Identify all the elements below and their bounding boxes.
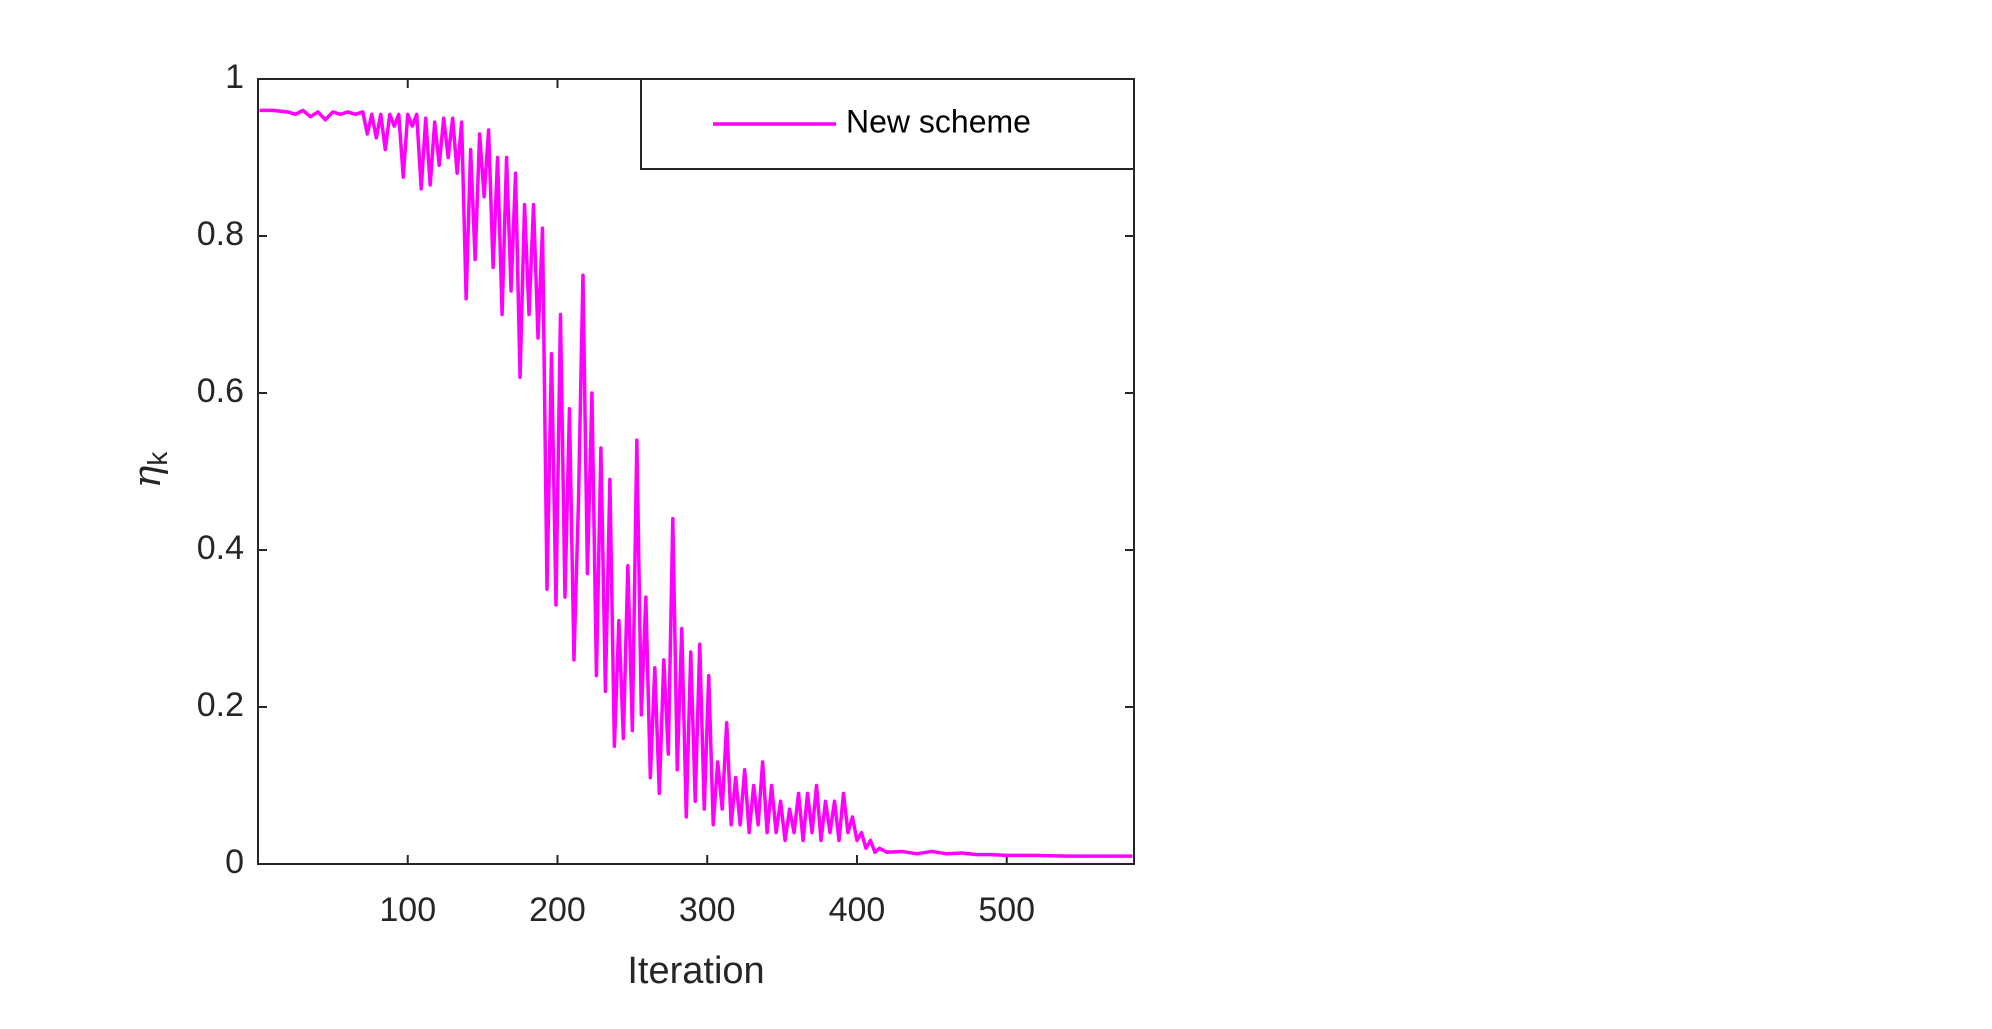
- x-tick-label: 500: [978, 891, 1035, 929]
- y-label-symbol: η: [125, 465, 169, 488]
- legend-label: New scheme: [846, 103, 1031, 139]
- y-tick-label: 0: [225, 843, 244, 881]
- y-tick-label: 1: [225, 58, 244, 96]
- x-tick-label: 200: [529, 891, 586, 929]
- legend-box: [640, 78, 1135, 170]
- y-axis-label: ηk: [125, 451, 174, 489]
- y-label-subscript: k: [142, 451, 173, 466]
- x-axis-label: Iteration: [627, 950, 764, 992]
- x-tick-label: 100: [379, 891, 436, 929]
- y-tick-label: 0.2: [197, 686, 244, 724]
- x-tick-label: 300: [679, 891, 736, 929]
- y-tick-label: 0.4: [197, 529, 244, 567]
- data-line: [259, 108, 1133, 858]
- y-tick-label: 0.8: [197, 215, 244, 253]
- y-tick-label: 0.6: [197, 372, 244, 410]
- x-tick-label: 400: [829, 891, 886, 929]
